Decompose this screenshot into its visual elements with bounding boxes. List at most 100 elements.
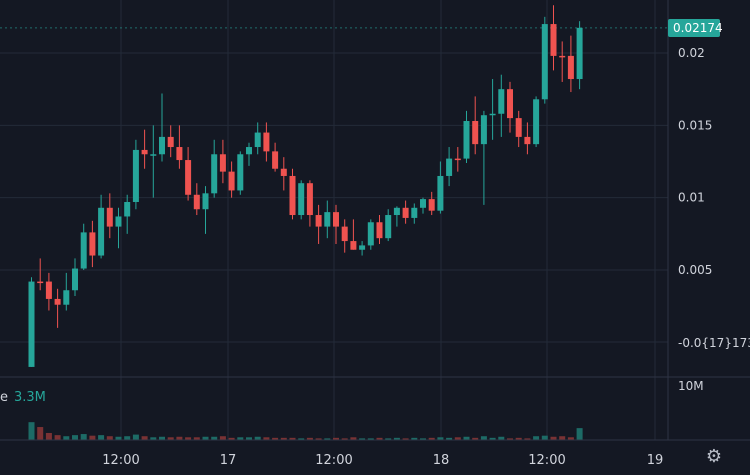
volume-bar [567,437,574,440]
price-tick-label: 0.015 [678,118,712,132]
volume-axis-label: 10M [678,379,704,393]
candle-body [333,212,339,227]
volume-bar [402,438,409,440]
volume-bar [219,436,226,440]
volume-bar [559,436,566,440]
time-tick-label: 12:00 [102,453,139,468]
candle-body [219,154,226,172]
volume-bar [437,437,444,440]
candle-body [498,89,505,114]
volume-bar [150,437,157,440]
price-tick-label: 0.01 [678,191,705,205]
candle-body [446,158,453,176]
volume-bar [272,437,279,440]
candle-body [89,232,96,256]
volume-bar [333,437,339,440]
volume-legend: e 3.3M 10M [0,379,704,405]
volume-bar [289,437,296,440]
candle-body [428,199,435,211]
volume-bar [454,437,461,440]
volume-bar [263,437,270,440]
axis-labels: 0.02 0.015 0.01 0.005 -0.0{17}1735 12:00 17 12:… [102,46,750,468]
candle-body [254,132,261,148]
candle-body [263,132,270,152]
volume-bar [63,436,70,440]
candle-body [228,171,235,191]
volume-bar [115,436,122,440]
volume-bar [359,438,366,440]
volume-legend-prefix: e [0,390,8,405]
candle-body [367,222,374,246]
time-tick-label: 18 [433,453,450,468]
candle-body [306,183,313,216]
candle-body [63,290,70,305]
time-tick-label: 12:00 [315,453,352,468]
volume-bar [498,436,505,440]
volume-bar [124,436,131,440]
volume-bar [306,437,313,440]
candles [28,5,583,367]
candle-body [420,199,426,208]
candle-body [359,245,366,250]
time-tick-label: 17 [220,453,237,468]
volume-bar [28,422,35,440]
candle-body [115,216,122,227]
candle-body [45,281,52,299]
candle-body [211,154,218,194]
volume-bar [202,436,209,440]
price-tick-label: 0.02 [678,46,705,60]
volume-bar [446,437,453,440]
candle-body [289,175,296,216]
candle-body [411,207,418,218]
candle-body [550,24,557,56]
volume-bar [280,437,287,440]
candle-body [472,120,479,145]
candle-body [541,24,548,100]
volume-bar [550,436,557,440]
candle-body [454,158,461,161]
candle-body [202,193,209,210]
volume-bar [98,435,105,440]
volume-bar [507,438,513,440]
candle-body [437,175,444,211]
candle-body [324,212,331,227]
volume-legend-value: 3.3M [14,390,46,405]
volume-bar [54,435,61,440]
candle-body [280,168,287,176]
candle-body [106,207,113,227]
gear-icon[interactable]: ⚙ [705,446,723,467]
candle-body [185,160,192,195]
candle-body [124,202,131,217]
volume-bar [463,436,470,440]
volume-bar [341,438,348,440]
volume-bar [376,437,383,440]
candle-body [402,207,409,218]
volume-bar [80,434,87,440]
time-tick-label: 19 [647,453,664,468]
price-tick-label: -0.0{17}1735 [678,336,750,350]
price-tick-label: 0.005 [678,263,712,277]
candle-body [150,154,157,156]
volume-bar [228,437,235,440]
candle-body [193,194,200,210]
candle-body [576,27,583,80]
candle-body [559,55,566,58]
volume-bar [515,437,522,440]
volume-bar [176,436,183,440]
volume-bar [472,437,479,440]
candle-body [463,120,470,159]
candle-body [98,207,105,256]
last-price-tag-bg [668,19,720,37]
candle-body [480,115,487,145]
volume-bar [89,435,96,440]
volume-bar [298,438,305,440]
candle-body [524,136,531,145]
candle-body [376,222,383,239]
volume-bar [385,438,392,440]
last-price-tag: 0.02174 [668,19,723,37]
candle-body [176,147,183,161]
candle-body [132,149,139,203]
candle-body [246,147,252,155]
